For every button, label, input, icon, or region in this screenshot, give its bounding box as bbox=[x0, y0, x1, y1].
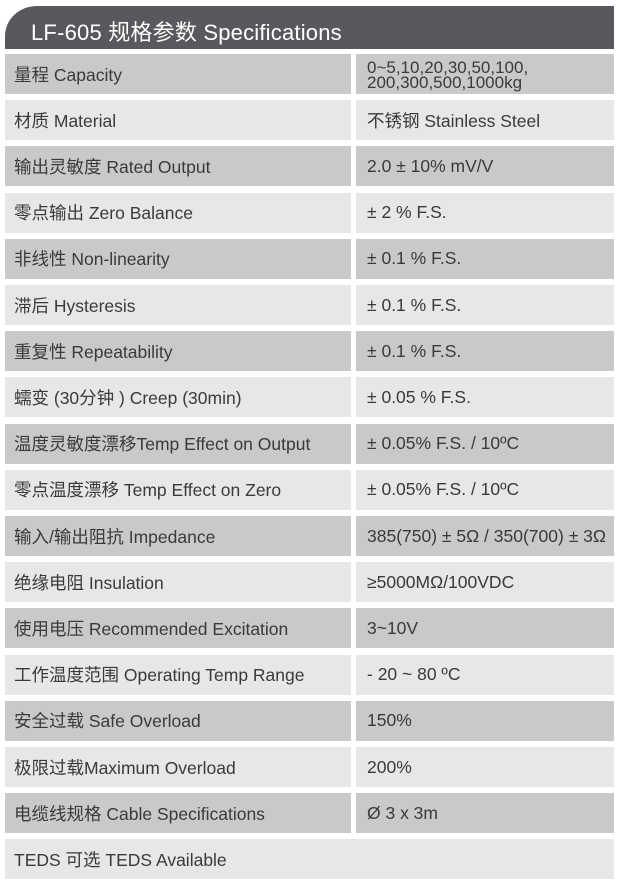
spec-label: 量程 Capacity bbox=[5, 54, 351, 94]
table-row: 输出灵敏度 Rated Output 2.0 ± 10% mV/V bbox=[5, 146, 614, 187]
spec-value: 2.0 ± 10% mV/V bbox=[356, 146, 614, 187]
spec-label: 重复性 Repeatability bbox=[5, 331, 351, 372]
spec-label: 材质 Material bbox=[5, 100, 351, 141]
table-row: 绝缘电阻 Insulation ≥5000MΩ/100VDC bbox=[5, 562, 614, 603]
spec-label: 极限过载Maximum Overload bbox=[5, 747, 351, 787]
spec-label: TEDS 可选 TEDS Available bbox=[5, 839, 614, 880]
spec-value: 3~10V bbox=[356, 608, 614, 649]
spec-label: 零点温度漂移 Temp Effect on Zero bbox=[5, 469, 351, 510]
spec-label: 使用电压 Recommended Excitation bbox=[5, 608, 351, 649]
spec-value: ± 0.1 % F.S. bbox=[356, 238, 614, 279]
table-row: 非线性 Non-linearity ± 0.1 % F.S. bbox=[5, 238, 614, 279]
table-row: 工作温度范围 Operating Temp Range - 20 ~ 80 ºC bbox=[5, 654, 614, 695]
spec-value: ≥5000MΩ/100VDC bbox=[356, 562, 614, 603]
spec-value: ± 0.05 % F.S. bbox=[356, 377, 614, 418]
table-row: 重复性 Repeatability ± 0.1 % F.S. bbox=[5, 331, 614, 372]
table-row: 安全过载 Safe Overload 150% bbox=[5, 700, 614, 741]
spec-value: ± 2 % F.S. bbox=[356, 192, 614, 233]
spec-value: ± 0.05% F.S. / 10ºC bbox=[356, 423, 614, 464]
table-row: 滞后 Hysteresis ± 0.1 % F.S. bbox=[5, 285, 614, 325]
table-row: 温度灵敏度漂移Temp Effect on Output ± 0.05% F.S… bbox=[5, 423, 614, 464]
table-row: 零点温度漂移 Temp Effect on Zero ± 0.05% F.S. … bbox=[5, 469, 614, 510]
table-row: 蠕变 (30分钟 ) Creep (30min) ± 0.05 % F.S. bbox=[5, 377, 614, 418]
spec-value: 0~5,10,20,30,50,100, 200,300,500,1000kg bbox=[356, 54, 614, 94]
spec-label: 绝缘电阻 Insulation bbox=[5, 562, 351, 603]
spec-value: Ø 3 x 3m bbox=[356, 793, 614, 834]
table-row: 极限过载Maximum Overload 200% bbox=[5, 747, 614, 787]
spec-label: 输入/输出阻抗 Impedance bbox=[5, 516, 351, 556]
spec-value-line: 200,300,500,1000kg bbox=[367, 73, 523, 92]
spec-label: 安全过载 Safe Overload bbox=[5, 700, 351, 741]
spec-label: 输出灵敏度 Rated Output bbox=[5, 146, 351, 187]
spec-header: LF-605 规格参数 Specifications bbox=[5, 6, 614, 49]
spec-label: 工作温度范围 Operating Temp Range bbox=[5, 654, 351, 695]
spec-label: 零点输出 Zero Balance bbox=[5, 192, 351, 233]
spec-value: 200% bbox=[356, 747, 614, 787]
spec-value-line: 0~5,10,20,30,50,100, bbox=[367, 58, 529, 77]
table-row: 输入/输出阻抗 Impedance 385(750) ± 5Ω / 350(70… bbox=[5, 516, 614, 556]
spec-value: 150% bbox=[356, 700, 614, 741]
table-row: 零点输出 Zero Balance ± 2 % F.S. bbox=[5, 192, 614, 233]
spec-value: ± 0.1 % F.S. bbox=[356, 331, 614, 372]
spec-value: - 20 ~ 80 ºC bbox=[356, 654, 614, 695]
spec-label: 非线性 Non-linearity bbox=[5, 238, 351, 279]
spec-value: 不锈钢 Stainless Steel bbox=[356, 100, 614, 141]
spec-label: 蠕变 (30分钟 ) Creep (30min) bbox=[5, 377, 351, 418]
spec-value: ± 0.1 % F.S. bbox=[356, 285, 614, 325]
spec-label: 滞后 Hysteresis bbox=[5, 285, 351, 325]
spec-value: ± 0.05% F.S. / 10ºC bbox=[356, 469, 614, 510]
spec-label: 电缆线规格 Cable Specifications bbox=[5, 793, 351, 834]
table-row: 使用电压 Recommended Excitation 3~10V bbox=[5, 608, 614, 649]
table-row: 材质 Material 不锈钢 Stainless Steel bbox=[5, 100, 614, 141]
table-row: TEDS 可选 TEDS Available bbox=[5, 839, 614, 880]
table-row: 量程 Capacity 0~5,10,20,30,50,100, 200,300,… bbox=[5, 54, 614, 94]
table-row: 电缆线规格 Cable Specifications Ø 3 x 3m bbox=[5, 793, 614, 834]
page-title: LF-605 规格参数 Specifications bbox=[31, 20, 342, 45]
spec-label: 温度灵敏度漂移Temp Effect on Output bbox=[5, 423, 351, 464]
spec-value: 385(750) ± 5Ω / 350(700) ± 3Ω bbox=[356, 516, 614, 556]
